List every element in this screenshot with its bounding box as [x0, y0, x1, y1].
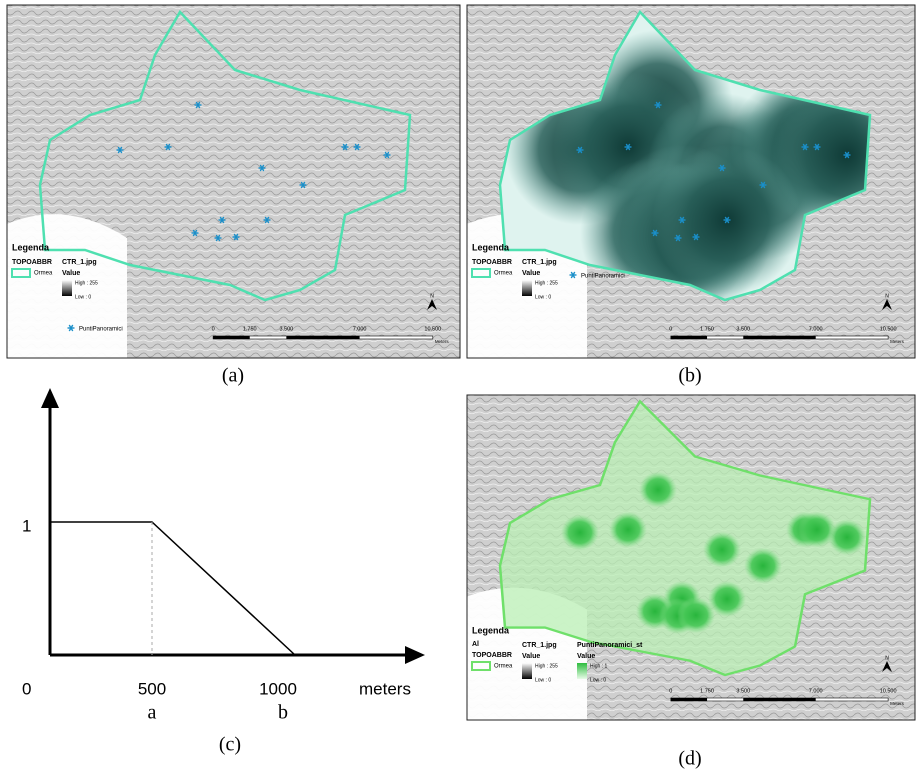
scale-fill: [743, 336, 815, 339]
scale-fill: [286, 336, 359, 339]
scale-fill: [213, 336, 250, 339]
scale-label: 10.500: [880, 326, 897, 332]
scale-label: 10.500: [424, 326, 441, 332]
caption: (c): [219, 734, 241, 756]
legend-text: Value: [522, 653, 540, 660]
north-label: N: [885, 655, 889, 661]
legend-ramp: [577, 663, 587, 679]
north-label: N: [430, 293, 434, 299]
scale-label: 1.750: [700, 326, 714, 332]
legend-text: Ormea: [494, 271, 513, 277]
membership-line: [50, 522, 295, 655]
legend-text: TOPOABBR: [12, 259, 52, 266]
x-letter: b: [278, 702, 288, 724]
visibility-blob: [639, 472, 677, 508]
caption: (d): [678, 748, 701, 770]
visibility-blob: [561, 514, 599, 550]
scale-label: 10.500: [880, 688, 897, 694]
legend-ramp: [62, 280, 72, 296]
map-panel: Legenda TOPOABBR Ormea CTR_1.jpg Value High :…: [467, 5, 922, 387]
legend-text: Ormea: [494, 664, 513, 670]
y-label: 1: [22, 516, 31, 535]
legend-text: PuntiPanoramici: [79, 327, 123, 333]
scale-label: 3.500: [279, 326, 293, 332]
legend-text: CTR_1.jpg: [62, 259, 97, 266]
scale-label: 3.500: [736, 688, 750, 694]
legend-text: Low : 0: [535, 294, 551, 300]
legend-text: Ormea: [34, 271, 53, 277]
figure: 1 0 500 1000 meters a b (c) Legenda TOPOA…: [0, 0, 922, 774]
legend-text: CTR_1.jpg: [522, 259, 557, 266]
visibility-blob: [609, 512, 647, 548]
map-body: [467, 5, 922, 358]
legend-text: CTR_1.jpg: [522, 642, 557, 649]
legend-text: Low : 0: [535, 677, 551, 683]
scale-unit: Meters: [890, 339, 905, 344]
legend-text: High : 255: [535, 280, 558, 286]
map-panel: Legenda Al TOPOABBR Ormea CTR_1.jpg Value High…: [467, 395, 915, 770]
visibility-blob: [708, 581, 746, 617]
scale-fill: [671, 336, 707, 339]
scale-label: 0: [669, 326, 672, 332]
x-label: 500: [138, 679, 166, 698]
legend-text: High : 1: [590, 663, 607, 669]
north-label: N: [885, 293, 889, 299]
scale-label: 7.000: [809, 688, 823, 694]
legend-text: Value: [577, 653, 595, 660]
x-label: meters: [359, 679, 411, 698]
scale-fill: [743, 698, 815, 701]
legend-text: Al: [472, 641, 479, 648]
map-body: [7, 5, 460, 358]
graph: 1 0 500 1000 meters a b (c): [22, 388, 425, 756]
scale-label: 3.500: [736, 326, 750, 332]
scale-label: 1.750: [243, 326, 257, 332]
caption: (a): [222, 365, 244, 387]
scale-label: 0: [212, 326, 215, 332]
visibility-blob: [744, 548, 782, 584]
x-label: 0: [22, 679, 31, 698]
caption: (b): [678, 365, 701, 387]
x-label: 1000: [259, 679, 297, 698]
legend-text: Value: [522, 270, 540, 277]
map-panel: Legenda TOPOABBR Ormea CTR_1.jpg Value High :…: [7, 5, 460, 387]
legend-text: High : 255: [75, 280, 98, 286]
legend-title: Legenda: [12, 242, 50, 252]
legend-ramp: [522, 663, 532, 679]
scale-label: 7.000: [353, 326, 367, 332]
visibility-blob: [828, 519, 866, 555]
legend-text: Low : 0: [75, 294, 91, 300]
scale-fill: [671, 698, 707, 701]
legend-title: Legenda: [472, 242, 510, 252]
x-arrow: [405, 646, 425, 664]
scale-label: 1.750: [700, 688, 714, 694]
legend-text: Value: [62, 270, 80, 277]
y-arrow: [41, 388, 59, 408]
visibility-blob: [703, 532, 741, 568]
legend-text: High : 255: [535, 663, 558, 669]
map-body: [467, 395, 915, 720]
scale-label: 0: [669, 688, 672, 694]
legend-text: PuntiPanoramici: [581, 274, 625, 280]
scale-unit: Meters: [890, 701, 905, 706]
legend-text: PuntiPanoramici_st: [577, 642, 643, 649]
legend-title: Legenda: [472, 625, 510, 635]
legend-text: Low : 0: [590, 677, 606, 683]
legend-ramp: [522, 280, 532, 296]
x-letter: a: [148, 702, 157, 724]
scale-label: 7.000: [809, 326, 823, 332]
legend-text: TOPOABBR: [472, 259, 512, 266]
scale-unit: Meters: [435, 339, 450, 344]
legend-text: TOPOABBR: [472, 652, 512, 659]
